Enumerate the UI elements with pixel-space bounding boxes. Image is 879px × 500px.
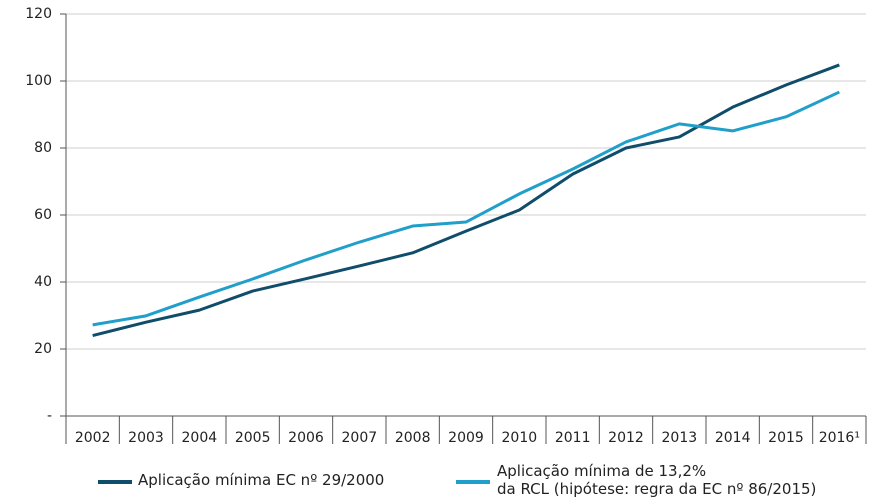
legend-swatch [456,480,490,484]
chart: - 20 40 60 80 100 120 2002 2003 2004 2005 2006 2007 2… [25,6,867,446]
legend-swatch [98,480,132,484]
x-tick-label: 2015 [768,430,804,446]
x-tick-label: 2012 [608,430,644,446]
series-line [92,90,840,327]
x-tick-label: 2006 [288,430,324,446]
x-tick-label: 2007 [342,430,378,446]
x-tick-label: 2003 [128,430,164,446]
x-tick-label: 2010 [502,430,538,446]
y-tick-label: 100 [25,73,52,89]
y-tick-label: - [47,408,52,424]
y-tick-label: 20 [34,341,52,357]
y-tick-label: 120 [25,6,52,22]
x-tick-label: 2004 [182,430,218,446]
y-tick-label: 80 [34,140,52,156]
x-tick-label: 2016¹ [819,430,860,446]
legend-label: Aplicação mínima EC nº 29/2000 [138,471,385,489]
x-tick-label: 2013 [662,430,698,446]
x-tick-label: 2014 [715,430,751,446]
x-tick-label: 2008 [395,430,431,446]
x-tick-label: 2011 [555,430,591,446]
x-tick-label: 2005 [235,430,271,446]
legend-label: Aplicação mínima de 13,2% da RCL (hipóte… [497,462,817,498]
x-tick-label: 2002 [75,430,111,446]
series-line [92,63,840,338]
y-tick-label: 40 [34,274,52,290]
x-tick-label: 2009 [448,430,484,446]
y-tick-label: 60 [34,207,52,223]
